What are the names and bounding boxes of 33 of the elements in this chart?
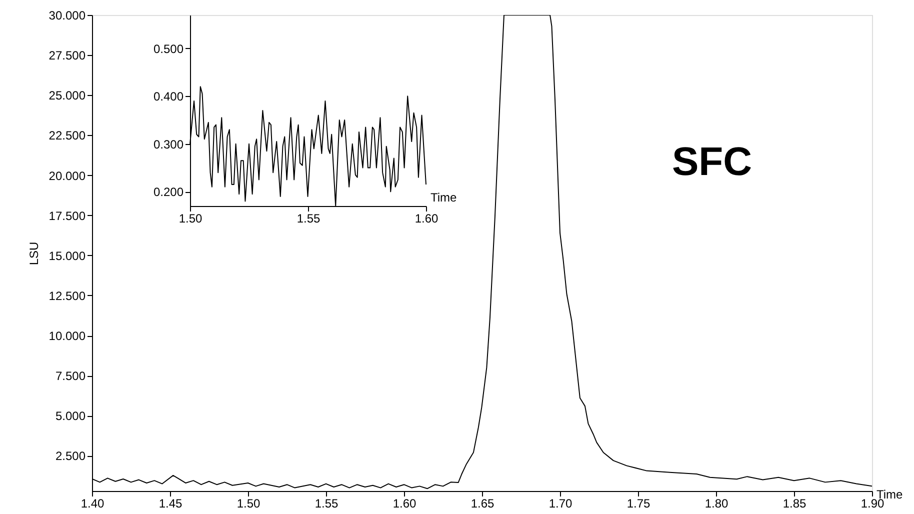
x-tick-label: 1.55	[296, 212, 320, 226]
x-tick-label: 1.60	[414, 212, 438, 226]
x-tick-label: 1.85	[782, 496, 806, 510]
y-tick-label: 10.000	[48, 329, 86, 344]
y-tick-label: 0.300	[153, 137, 184, 152]
line-series	[92, 15, 872, 490]
y-tick-label: 17.500	[48, 208, 86, 223]
y-tick-label: 2.500	[55, 449, 86, 464]
y-tick-label: 22.500	[48, 128, 86, 143]
y-tick-label: 27.500	[48, 48, 86, 63]
x-tick-label: 1.50	[236, 496, 260, 510]
y-tick-label: 0.400	[153, 90, 184, 104]
x-tick-label: 1.70	[548, 496, 572, 510]
x-tick-label: 1.55	[314, 496, 338, 510]
x-tick-label: 1.80	[704, 496, 728, 510]
y-tick-label: 7.500	[55, 369, 86, 384]
y-tick-label: 12.500	[48, 288, 86, 303]
x-tick-label: 1.65	[470, 496, 494, 510]
x-tick-label: 1.50	[178, 212, 202, 226]
y-tick-label: 0.500	[153, 42, 184, 56]
y-tick-label: 20.000	[48, 168, 86, 183]
y-axis-title: LSU	[26, 242, 41, 266]
x-tick-label: 1.40	[80, 496, 104, 510]
x-tick-label: 1.60	[392, 496, 416, 510]
y-tick-label: 0.200	[153, 185, 184, 200]
y-tick-label: 15.000	[48, 248, 86, 263]
y-tick-label: 25.000	[48, 88, 86, 103]
x-tick-label: 1.75	[626, 496, 650, 510]
annotation: SFC	[672, 140, 752, 184]
x-axis-title: Time	[430, 190, 458, 204]
y-tick-label: 5.000	[55, 409, 86, 424]
x-tick-label: 1.45	[158, 496, 182, 510]
y-tick-label: 30.000	[48, 8, 86, 22]
